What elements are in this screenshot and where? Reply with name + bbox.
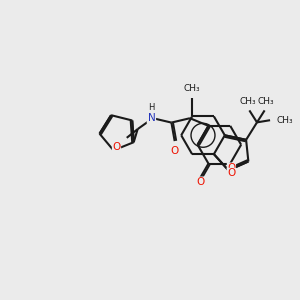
Text: O: O xyxy=(196,177,205,187)
Text: CH₃: CH₃ xyxy=(240,97,256,106)
Text: O: O xyxy=(112,142,121,152)
Text: O: O xyxy=(227,168,236,178)
Text: N: N xyxy=(148,113,155,123)
Text: CH₃: CH₃ xyxy=(258,97,274,106)
Text: O: O xyxy=(170,146,178,155)
Text: H: H xyxy=(148,103,154,112)
Text: CH₃: CH₃ xyxy=(184,84,200,93)
Text: CH₃: CH₃ xyxy=(277,116,293,125)
Text: O: O xyxy=(227,163,236,173)
